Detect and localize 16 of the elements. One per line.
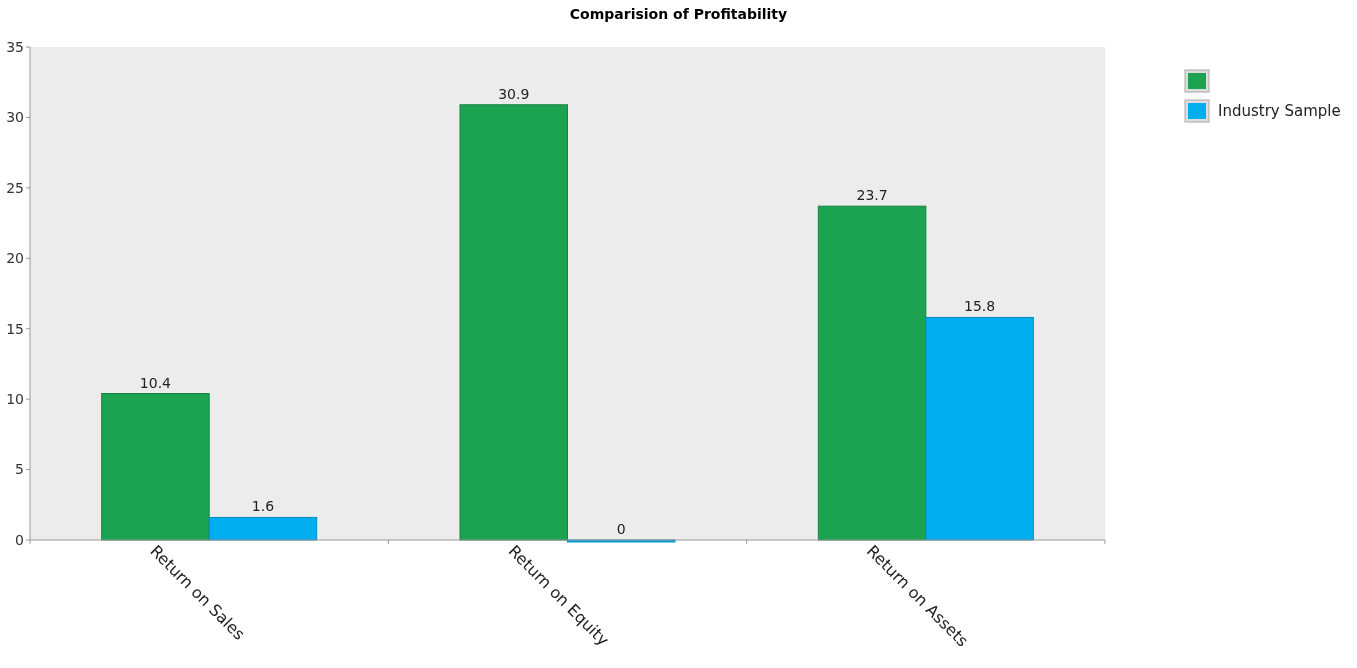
y-tick-label: 25 [6, 179, 24, 196]
y-tick-label: 5 [15, 461, 24, 478]
data-label: 15.8 [964, 298, 996, 315]
chart-title: Comparision of Profitability [569, 6, 788, 22]
y-tick-label: 20 [6, 250, 24, 267]
data-label: 0 [616, 521, 626, 537]
data-label: 1.6 [251, 498, 275, 515]
y-tick-label: 10 [6, 391, 24, 408]
data-label: 23.7 [856, 187, 888, 204]
data-label: 30.9 [498, 85, 530, 102]
y-tick-label: 35 [6, 38, 24, 55]
legend-label: Industry Sample [1218, 102, 1341, 121]
y-tick-label: 0 [15, 531, 24, 548]
y-tick-label: 30 [6, 109, 24, 126]
data-label: 10.4 [139, 374, 172, 391]
y-tick-label: 15 [6, 320, 24, 337]
